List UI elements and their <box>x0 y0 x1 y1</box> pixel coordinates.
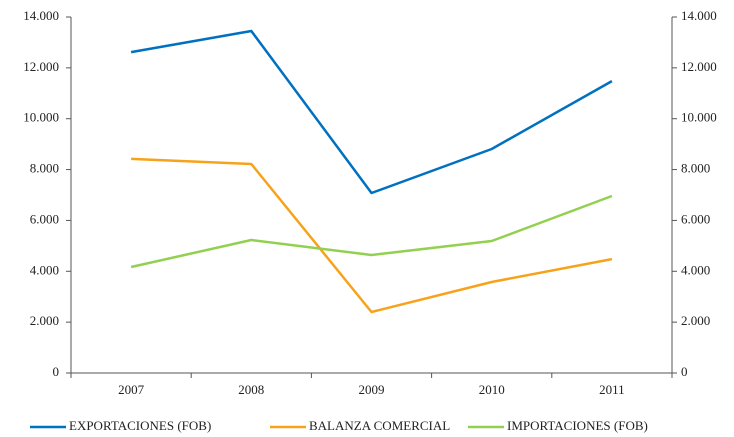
legend-label: IMPORTACIONES (FOB) <box>507 418 648 433</box>
y2-tick-label: 4.000 <box>681 262 710 277</box>
y2-tick-label: 6.000 <box>681 211 710 226</box>
y-tick-label: 14.000 <box>23 8 59 23</box>
y-tick-label: 4.000 <box>30 262 59 277</box>
x-tick-label: 2007 <box>118 382 145 397</box>
y-tick-label: 2.000 <box>30 313 59 328</box>
y-tick-label: 6.000 <box>30 211 59 226</box>
y2-tick-label: 0 <box>681 364 688 379</box>
y2-tick-label: 10.000 <box>681 110 717 125</box>
legend-label: BALANZA COMERCIAL <box>309 418 450 433</box>
x-tick-label: 2009 <box>359 382 385 397</box>
series-line <box>130 29 613 195</box>
x-tick-label: 2008 <box>238 382 264 397</box>
x-tick-label: 2011 <box>599 382 625 397</box>
y2-tick-label: 14.000 <box>681 8 717 23</box>
y-tick-label: 0 <box>53 364 60 379</box>
series-line <box>130 194 613 269</box>
x-tick-label: 2010 <box>479 382 505 397</box>
y2-tick-label: 8.000 <box>681 161 710 176</box>
y-tick-label: 12.000 <box>23 59 59 74</box>
y-tick-label: 10.000 <box>23 110 59 125</box>
y2-tick-label: 12.000 <box>681 59 717 74</box>
y-tick-label: 8.000 <box>30 161 59 176</box>
y2-tick-label: 2.000 <box>681 313 710 328</box>
series-line <box>131 157 613 314</box>
legend-label: EXPORTACIONES (FOB) <box>69 418 211 433</box>
